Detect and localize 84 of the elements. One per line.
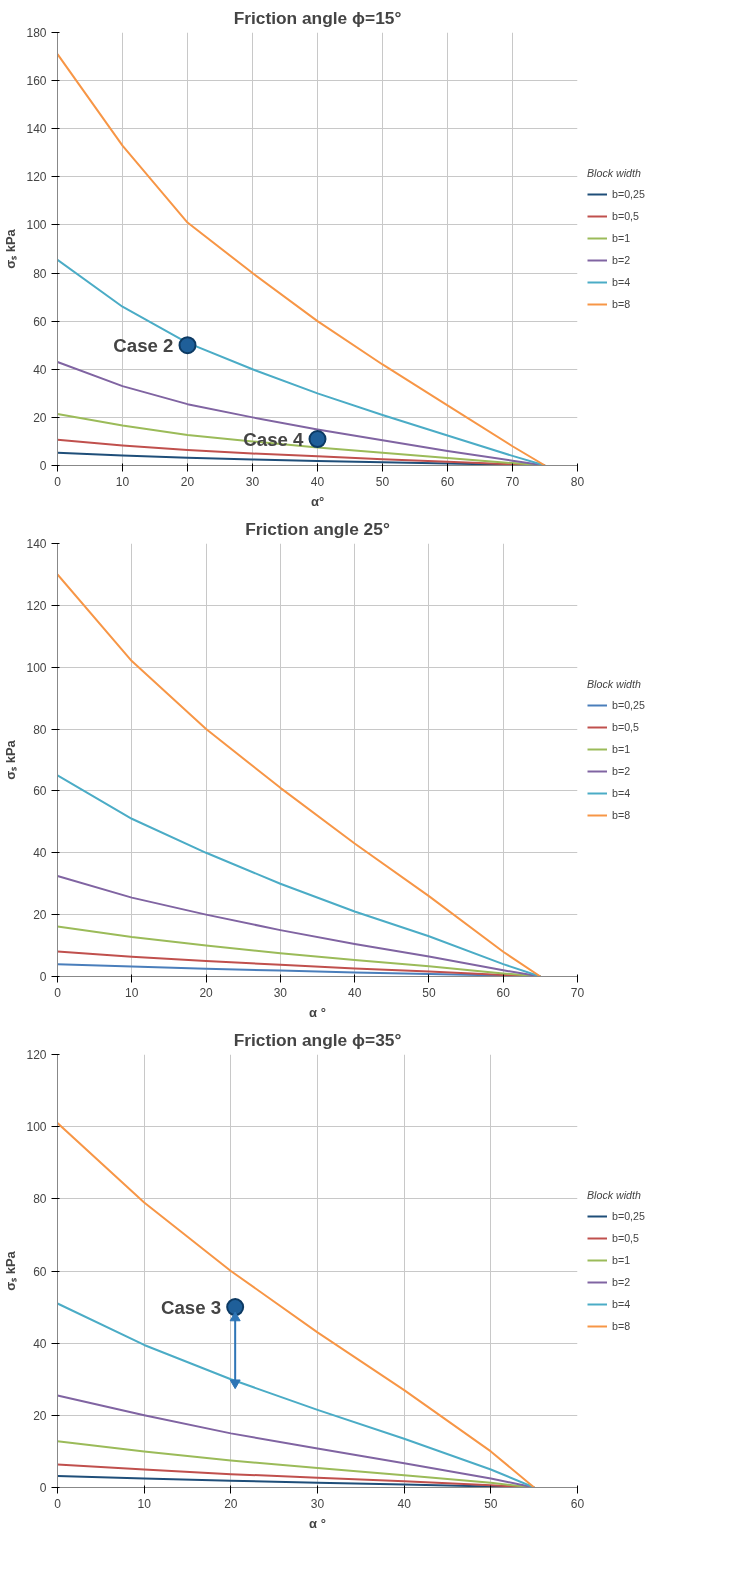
line-series — [57, 573, 542, 977]
y-tick-label: 140 — [26, 122, 47, 137]
x-axis-title: α ° — [309, 1004, 326, 1020]
x-tick-label: 20 — [224, 1496, 238, 1511]
legend-label: b=1 — [612, 1254, 632, 1266]
y-tick-label: 60 — [33, 1264, 47, 1279]
x-tick-label: 10 — [115, 474, 130, 489]
legend-label: b=4 — [612, 1298, 632, 1310]
legend-label: b=4 — [612, 787, 632, 799]
y-tick-label: 160 — [26, 74, 47, 89]
y-axis-title: σₛ kPa — [3, 1250, 19, 1291]
x-axis-title: α° — [310, 493, 325, 509]
x-tick-label: 10 — [125, 985, 139, 1000]
legend-label: b=0,5 — [612, 721, 639, 733]
x-tick-label: 30 — [310, 1496, 325, 1511]
line-series — [57, 1122, 536, 1488]
x-tick-label: 50 — [422, 985, 436, 1000]
x-tick-label: 0 — [54, 985, 62, 1000]
legend-label: b=1 — [612, 743, 632, 755]
y-tick-label: 120 — [26, 1048, 47, 1062]
y-tick-label: 0 — [39, 459, 47, 473]
y-tick-label: 120 — [26, 598, 47, 613]
y-tick-label: 100 — [26, 1120, 47, 1135]
chart-title: Friction angle ϕ=35° — [233, 1029, 402, 1050]
legend-label: b=8 — [612, 298, 632, 310]
y-tick-label: 120 — [26, 170, 47, 185]
y-tick-label: 40 — [33, 1336, 47, 1351]
legend-label: b=4 — [612, 276, 632, 288]
legend-label: b=1 — [612, 232, 632, 244]
legend-label: b=0,25 — [612, 1210, 645, 1222]
x-tick-label: 50 — [375, 474, 390, 489]
x-tick-label: 70 — [570, 985, 585, 1000]
x-tick-label: 80 — [570, 474, 585, 489]
x-tick-label: 20 — [199, 985, 214, 1000]
legend-label: b=0,25 — [612, 188, 645, 200]
x-tick-label: 60 — [440, 474, 455, 489]
x-tick-label: 30 — [273, 985, 288, 1000]
y-tick-label: 20 — [33, 1408, 47, 1423]
y-tick-label: 0 — [39, 970, 47, 984]
x-tick-label: 40 — [310, 474, 325, 489]
x-axis-title: α ° — [309, 1515, 326, 1531]
y-tick-label: 40 — [33, 846, 47, 861]
x-tick-label: 30 — [245, 474, 260, 489]
x-tick-label: 20 — [180, 474, 195, 489]
annotation: Case 3 — [161, 1296, 222, 1318]
y-tick-label: 60 — [33, 784, 47, 799]
legend-label: b=0,5 — [612, 210, 639, 222]
legend-label: b=8 — [612, 809, 632, 821]
y-tick-label: 80 — [33, 266, 47, 281]
legend-title: Block width — [587, 1189, 642, 1201]
y-tick-label: 100 — [26, 218, 47, 233]
y-tick-label: 80 — [33, 1192, 47, 1207]
chart-title: Friction angle 25° — [245, 518, 390, 539]
x-tick-label: 0 — [54, 474, 62, 489]
y-tick-label: 80 — [33, 722, 47, 737]
x-tick-label: 50 — [484, 1496, 498, 1511]
x-tick-label: 0 — [54, 1496, 62, 1511]
y-axis-title: σₛ kPa — [3, 739, 19, 780]
x-tick-label: 10 — [137, 1496, 152, 1511]
legend-label: b=0,25 — [612, 699, 645, 711]
y-tick-label: 140 — [26, 537, 47, 551]
y-tick-label: 40 — [33, 362, 47, 377]
x-tick-label: 40 — [347, 985, 362, 1000]
y-tick-label: 100 — [26, 660, 47, 675]
y-tick-label: 180 — [26, 26, 47, 40]
x-tick-label: 40 — [397, 1496, 412, 1511]
x-tick-label: 60 — [496, 985, 511, 1000]
legend-label: b=0,5 — [612, 1232, 639, 1244]
y-tick-label: 0 — [39, 1481, 47, 1495]
legend-title: Block width — [587, 678, 642, 690]
y-tick-label: 20 — [33, 410, 47, 425]
x-tick-label: 70 — [505, 474, 520, 489]
legend-label: b=2 — [612, 1276, 632, 1288]
x-tick-label: 60 — [570, 1496, 585, 1511]
legend-label: b=2 — [612, 254, 632, 266]
line-series — [57, 53, 546, 466]
legend-label: b=2 — [612, 765, 632, 777]
y-tick-label: 60 — [33, 314, 47, 329]
legend-title: Block width — [587, 167, 642, 179]
y-axis-title: σₛ kPa — [3, 228, 19, 269]
annotation: Case 2 — [113, 334, 174, 356]
y-tick-label: 20 — [33, 908, 47, 923]
chart-title: Friction angle ϕ=15° — [233, 7, 402, 28]
legend-label: b=8 — [612, 1320, 632, 1332]
